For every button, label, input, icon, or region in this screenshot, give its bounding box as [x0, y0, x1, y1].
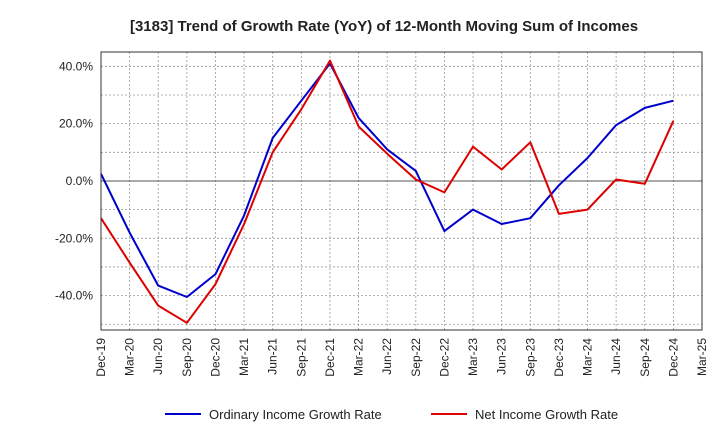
x-tick-label: Sep-22	[409, 338, 423, 377]
x-tick-label: Dec-20	[208, 338, 222, 377]
legend-label: Ordinary Income Growth Rate	[209, 407, 382, 422]
x-tick-label: Dec-24	[666, 338, 680, 377]
x-tick-label: Dec-23	[552, 338, 566, 377]
x-tick-label: Jun-20	[151, 338, 165, 375]
legend: Ordinary Income Growth Rate Net Income Gr…	[165, 407, 618, 422]
x-tick-label: Mar-21	[237, 338, 251, 376]
x-tick-label: Mar-24	[581, 338, 595, 376]
y-tick-label: 40.0%	[59, 59, 93, 73]
x-axis-ticks: Dec-19 Mar-20 Jun-20 Sep-20 Dec-20 Mar-21 Jun-…	[94, 338, 709, 377]
grid-lines	[100, 52, 703, 330]
x-tick-label: Dec-19	[94, 338, 108, 377]
y-tick-label: 0.0%	[66, 174, 94, 188]
y-tick-label: -40.0%	[55, 289, 93, 303]
chart-title: [3183] Trend of Growth Rate (YoY) of 12-…	[130, 18, 638, 35]
series-line	[100, 59, 675, 324]
x-tick-label: Mar-20	[123, 338, 137, 376]
series-lines	[100, 59, 675, 324]
y-axis-ticks: 40.0% 20.0% 0.0% -20.0% -40.0%	[55, 59, 93, 302]
legend-label: Net Income Growth Rate	[475, 407, 618, 422]
x-tick-label: Mar-25	[695, 338, 709, 376]
x-tick-label: Sep-23	[523, 338, 537, 377]
x-tick-label: Jun-22	[380, 338, 394, 375]
x-tick-label: Jun-24	[609, 338, 623, 375]
x-tick-label: Jun-23	[495, 338, 509, 375]
x-tick-label: Mar-22	[352, 338, 366, 376]
x-tick-label: Sep-20	[180, 338, 194, 377]
x-tick-label: Sep-21	[294, 338, 308, 377]
x-tick-label: Dec-22	[437, 338, 451, 377]
x-tick-label: Dec-21	[323, 338, 337, 377]
x-tick-label: Jun-21	[266, 338, 280, 375]
plot-frame	[100, 51, 703, 331]
x-tick-label: Mar-23	[466, 338, 480, 376]
y-tick-label: -20.0%	[55, 231, 93, 245]
y-tick-label: 20.0%	[59, 117, 93, 131]
x-tick-label: Sep-24	[638, 338, 652, 377]
series-line	[100, 62, 674, 298]
